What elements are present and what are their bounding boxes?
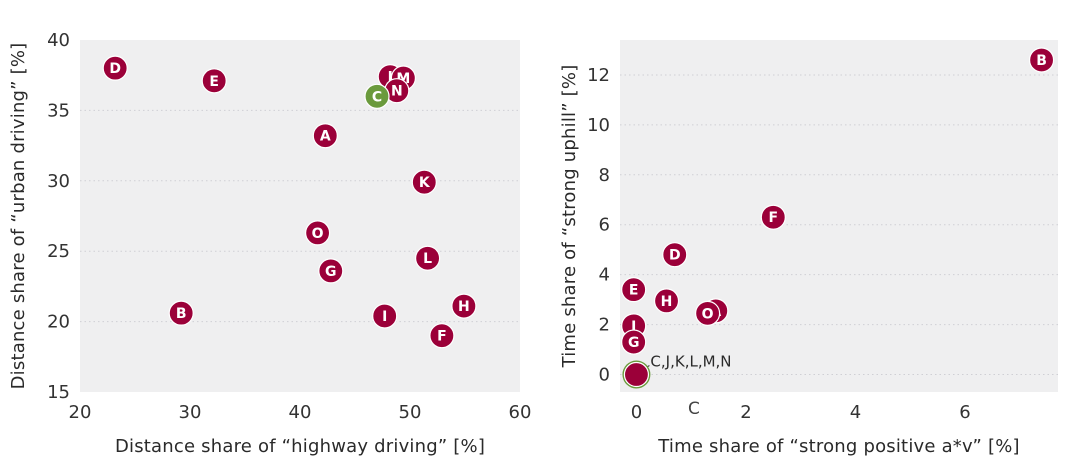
y-tick-label: 2 xyxy=(599,315,610,336)
x-tick-label: 6 xyxy=(959,402,970,423)
data-point-label: E xyxy=(209,74,219,90)
data-point xyxy=(621,329,647,355)
data-point-label: B xyxy=(176,306,187,322)
y-axis-label: Distance share of “urban driving” [%] xyxy=(8,43,29,390)
x-tick-label: 40 xyxy=(289,402,312,423)
data-point-label: L xyxy=(423,251,432,267)
data-point-label: D xyxy=(669,248,681,264)
data-point xyxy=(429,323,455,349)
y-tick-label: 10 xyxy=(587,115,610,136)
data-point xyxy=(312,123,338,149)
x-tick-label: 2 xyxy=(740,402,751,423)
data-point xyxy=(372,303,398,329)
y-tick-label: 20 xyxy=(47,312,70,333)
x-tick-label: 50 xyxy=(399,402,422,423)
annotation-label: C,J,K,L,M,N xyxy=(650,353,731,371)
x-axis-label: Distance share of “highway driving” [%] xyxy=(115,436,485,457)
x-tick-label: 20 xyxy=(69,402,92,423)
data-point-label: E xyxy=(629,283,639,299)
x-tick-label: 4 xyxy=(850,402,861,423)
data-point-label: N xyxy=(391,84,403,100)
data-point-label: D xyxy=(109,61,121,77)
data-point-label: G xyxy=(325,264,337,280)
data-point xyxy=(364,83,390,109)
data-point xyxy=(1028,47,1055,73)
y-tick-label: 4 xyxy=(599,265,610,286)
data-point xyxy=(760,204,786,230)
data-point xyxy=(451,293,477,319)
y-tick-label: 6 xyxy=(599,215,610,236)
data-point xyxy=(621,277,647,303)
data-point-label: I xyxy=(382,309,387,325)
y-tick-label: 15 xyxy=(47,382,70,403)
data-point xyxy=(653,288,680,314)
data-point xyxy=(168,300,194,326)
data-point xyxy=(318,258,344,284)
data-point-label: H xyxy=(458,299,470,315)
y-tick-label: 0 xyxy=(599,365,610,386)
y-tick-label: 12 xyxy=(587,65,610,86)
data-point-label: F xyxy=(437,329,447,345)
y-tick-label: 8 xyxy=(599,165,610,186)
chart-panel-2: 0 2 4 6 8 10 12 0 2 4 6 Time share of “strong posit… xyxy=(559,40,1058,457)
data-point xyxy=(102,55,128,81)
data-point xyxy=(305,220,331,246)
x-tick-label: 60 xyxy=(509,402,532,423)
y-tick-label: 25 xyxy=(47,241,70,262)
data-point xyxy=(694,300,721,326)
data-point-label: A xyxy=(320,129,331,145)
data-point-label: G xyxy=(628,335,640,351)
data-point-label: B xyxy=(1036,53,1047,69)
data-point-label: O xyxy=(702,306,714,322)
data-point xyxy=(415,245,441,271)
data-point xyxy=(411,169,437,195)
plot-area xyxy=(80,40,520,392)
y-tick-label: 40 xyxy=(47,30,70,51)
below-axis-label: C xyxy=(688,399,700,419)
data-point-label: C xyxy=(372,89,382,105)
data-point xyxy=(623,361,650,388)
data-point xyxy=(662,242,688,268)
plot-area xyxy=(620,40,1058,392)
data-point-label: K xyxy=(419,175,431,191)
data-point-label: H xyxy=(661,294,673,310)
y-tick-label: 35 xyxy=(47,100,70,121)
data-point xyxy=(201,68,227,94)
x-tick-label: 0 xyxy=(631,402,642,423)
y-tick-label: 30 xyxy=(47,171,70,192)
data-point-label: I xyxy=(631,319,636,335)
data-point-label: J xyxy=(387,70,393,86)
x-axis-label: Time share of “strong positive a*v” [%] xyxy=(657,436,1019,457)
y-axis-label: Time share of “strong uphill” [%] xyxy=(559,65,580,369)
data-point-label: F xyxy=(769,210,779,226)
data-point-label: O xyxy=(312,226,324,242)
x-tick-label: 30 xyxy=(179,402,202,423)
